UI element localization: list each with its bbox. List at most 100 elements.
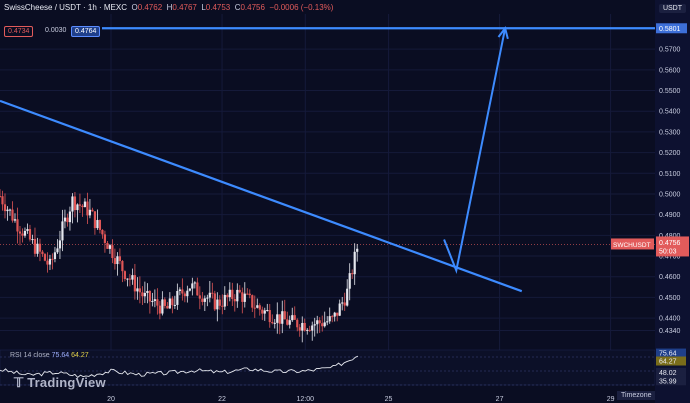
candle-body [323,322,326,327]
candle-body [143,292,146,297]
symbol-tag: SWCHUSDT [613,242,651,249]
candle-body [313,324,316,326]
candle-body [181,289,184,294]
countdown-tag: 50:03 [659,248,677,255]
candle-body [56,248,59,253]
spread-value: 0.0030 [45,27,67,34]
candle-body [198,295,201,299]
candle-body [173,304,176,306]
candle-body [158,305,161,314]
change-value: −0.0006 (−0.13%) [269,3,334,12]
axes-layer: 0.5700 0.5600 0.5500 0.5400 0.5300 0.5200 0.51… [107,0,690,403]
rsi-tick-bg [656,348,686,358]
symbol-tag-bg [611,238,654,250]
last-price-tag-bg [656,236,689,257]
sell-price-tag[interactable]: 0.4734 [4,26,34,37]
price-tick-label: 0.5100 [659,171,681,178]
time-tick-label: 27 [496,396,504,403]
candle-body [283,311,286,320]
candle-body [6,209,9,212]
candle-body [243,293,246,302]
high-value: 0.4767 [172,3,197,12]
time-tick-label: 29 [607,396,615,403]
candle-body [201,298,204,302]
candle-body [138,288,141,293]
candle-body [151,301,154,303]
candle-body [1,196,4,205]
candle-body [131,275,134,280]
candle-body [133,275,136,292]
candles-layer [0,189,359,343]
candle-body [281,311,284,324]
rsi-tick-label: 35.99 [659,378,677,385]
candle-body [171,298,174,306]
candle-body [123,271,126,279]
candle-body [318,320,321,324]
candle-body [228,289,231,298]
candle-body [161,299,164,314]
candle-body [18,231,22,234]
symbol-title[interactable]: SwissCheese / USDT · 1h · MEXC [4,3,127,12]
candle-body [91,209,94,212]
candle-body [223,294,226,307]
candle-body [306,329,309,331]
candle-body [218,299,221,306]
candle-body [276,314,279,323]
resistance-trendline [0,99,523,293]
candle-body [66,217,69,223]
candle-body [63,217,67,222]
rsi-tick-bg [656,367,686,377]
price-tick-label: 0.4900 [659,212,681,219]
candle-body [196,282,199,296]
rsi-tick-label: 64.27 [659,359,677,366]
candle-body [216,299,219,310]
rsi-value-secondary: 64.27 [71,352,89,359]
last-price-tag: 0.4756 [659,240,681,247]
candle-body [61,221,64,241]
buy-price-tag[interactable]: 0.4764 [71,26,101,37]
candle-body [93,211,97,229]
candle-body [338,303,341,316]
candle-body [238,289,241,293]
candle-body [163,299,166,306]
candle-body [23,230,27,236]
price-tick-label: 0.5600 [659,67,681,74]
candle-body [351,273,354,275]
candle-body [68,211,72,223]
candle-body [301,322,304,331]
candle-body [241,292,244,302]
rsi-legend[interactable]: RSI 14 close 75.64 64.27 [10,352,89,359]
candle-body [203,298,206,302]
candle-body [288,320,291,325]
candle-body [141,292,144,297]
candle-body [356,248,359,252]
rsi-tick-label: 48.02 [659,370,677,377]
drawings-layer [0,26,655,293]
price-tick-label: 0.5400 [659,109,681,116]
currency-button[interactable]: USDT [658,4,686,13]
candle-body [153,299,156,302]
rsi-tick-bg [656,356,686,366]
candle-body [28,229,32,240]
tradingview-icon: 𝕋 [14,375,24,390]
candle-body [136,288,139,292]
target-tag-bg [656,23,687,34]
open-value: 0.4762 [137,3,163,12]
chart-grid [0,14,655,385]
candle-body [81,205,84,208]
price-tick-label: 0.5500 [659,88,681,95]
candle-body [271,322,274,324]
close-label: C [234,3,241,12]
candle-body [126,278,129,280]
timezone-button[interactable]: Timezone [617,391,656,400]
time-tick-label: 12:00 [297,396,315,403]
candle-body [251,295,254,308]
candle-body [193,282,196,284]
time-tick-label: 20 [107,396,115,403]
price-tick-label: 0.5300 [659,129,681,136]
candle-body [336,312,339,316]
rsi-panel [0,349,656,386]
candle-body [26,229,29,231]
price-tick-label: 0.5700 [659,47,681,54]
